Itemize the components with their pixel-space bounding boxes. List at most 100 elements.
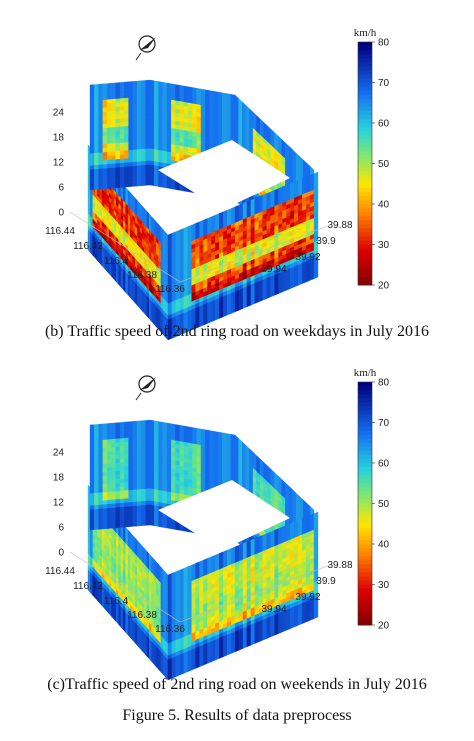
heat-cell <box>132 113 138 119</box>
heat-cell <box>119 126 125 132</box>
axis-baseline <box>69 211 331 283</box>
colorbar-tick-label: 20 <box>378 281 390 292</box>
heat-cell <box>145 95 151 101</box>
heat-cell <box>98 168 104 174</box>
heat-cell <box>115 150 121 156</box>
heat-cell <box>136 80 142 86</box>
heat-cell <box>128 105 134 111</box>
heat-cell <box>124 182 129 188</box>
heat-cell <box>94 160 99 166</box>
heat-cell <box>141 181 146 186</box>
heat-cell <box>106 111 112 117</box>
heat-cell <box>115 175 121 181</box>
heat-cell <box>106 107 112 113</box>
heat-cell <box>94 136 99 142</box>
heat-cell <box>102 95 108 101</box>
colorbar-segment <box>358 272 372 278</box>
heat-cell <box>132 165 138 171</box>
heat-cell <box>313 272 319 280</box>
heat-cell <box>141 92 146 98</box>
heat-cell <box>89 100 95 106</box>
x-tick-label: 116.4 <box>104 256 129 267</box>
heat-cell <box>89 88 95 94</box>
heat-cell <box>98 180 104 186</box>
heat-cell <box>115 126 121 132</box>
heat-cell <box>111 122 116 128</box>
heat-cell <box>119 182 125 188</box>
heat-cell <box>141 80 146 86</box>
heat-cell <box>132 153 138 159</box>
heat-cell <box>119 166 125 172</box>
colorbar-segment <box>358 131 372 136</box>
colorbar-segment <box>358 90 372 96</box>
heat-cell <box>141 160 146 166</box>
colorbar-segment <box>358 228 372 233</box>
heat-cell <box>128 165 134 171</box>
heat-cell <box>102 172 108 178</box>
heat-cell <box>145 124 151 130</box>
heat-cell <box>145 108 151 113</box>
x-tick-label: 116.42 <box>73 241 103 252</box>
heat-cell <box>119 134 125 140</box>
colorbar-segment <box>358 276 372 282</box>
heat-cell <box>136 169 142 175</box>
heat-cell <box>98 148 104 154</box>
heat-cell <box>89 124 95 130</box>
colorbar-segment <box>358 220 372 225</box>
heat-cell <box>132 121 138 127</box>
heat-cell <box>124 81 129 87</box>
heat-cell <box>102 91 108 97</box>
heat-cell <box>119 98 125 103</box>
heat-cell <box>132 137 138 143</box>
heat-cell <box>124 125 129 131</box>
heat-cell <box>141 124 146 130</box>
heat-cell <box>132 177 138 183</box>
heat-cell <box>111 82 116 88</box>
heat-cell <box>145 99 151 105</box>
heat-cell <box>89 84 95 90</box>
heat-cell <box>115 134 121 140</box>
colorbar-segment <box>358 58 372 63</box>
heat-cell <box>102 115 108 121</box>
heat-cell <box>145 164 151 170</box>
heat-cell <box>106 119 112 125</box>
heat-cell <box>111 94 116 100</box>
colorbar-segment <box>358 82 372 88</box>
heat-cell <box>132 169 138 175</box>
heat-cell <box>119 110 125 116</box>
heat-cell <box>102 156 108 161</box>
heat-cell <box>106 175 112 181</box>
heat-cell <box>89 165 95 171</box>
heat-cell <box>128 81 134 87</box>
heat-cell <box>124 109 129 115</box>
heat-cell <box>158 522 164 528</box>
heat-cell <box>94 172 99 178</box>
heat-cell <box>94 96 99 102</box>
colorbar-segment <box>358 143 372 148</box>
heat-cell <box>171 184 176 190</box>
heat-cell <box>94 144 99 150</box>
heat-cell <box>102 131 108 137</box>
colorbar-segment <box>358 151 372 156</box>
colorbar-segment <box>358 78 372 84</box>
heat-cell <box>111 90 116 96</box>
heat-cell <box>149 180 155 187</box>
heat-cell <box>124 113 129 119</box>
heat-cell <box>106 151 112 157</box>
heat-cell <box>136 181 142 187</box>
heat-cell <box>102 184 108 190</box>
heat-cell <box>98 91 104 97</box>
heat-cell <box>102 180 108 186</box>
heat-cell <box>136 104 142 110</box>
heat-cell <box>119 178 125 184</box>
heat-cell <box>124 97 129 103</box>
heat-cell <box>119 138 125 144</box>
colorbar-segment <box>358 199 372 205</box>
heat-cell <box>106 179 112 185</box>
ring-interior <box>158 140 290 210</box>
colorbar-segment <box>358 86 372 92</box>
heat-cell <box>119 170 125 176</box>
heat-cell <box>141 144 146 150</box>
heat-cell <box>115 90 121 96</box>
heat-cell <box>136 84 142 90</box>
